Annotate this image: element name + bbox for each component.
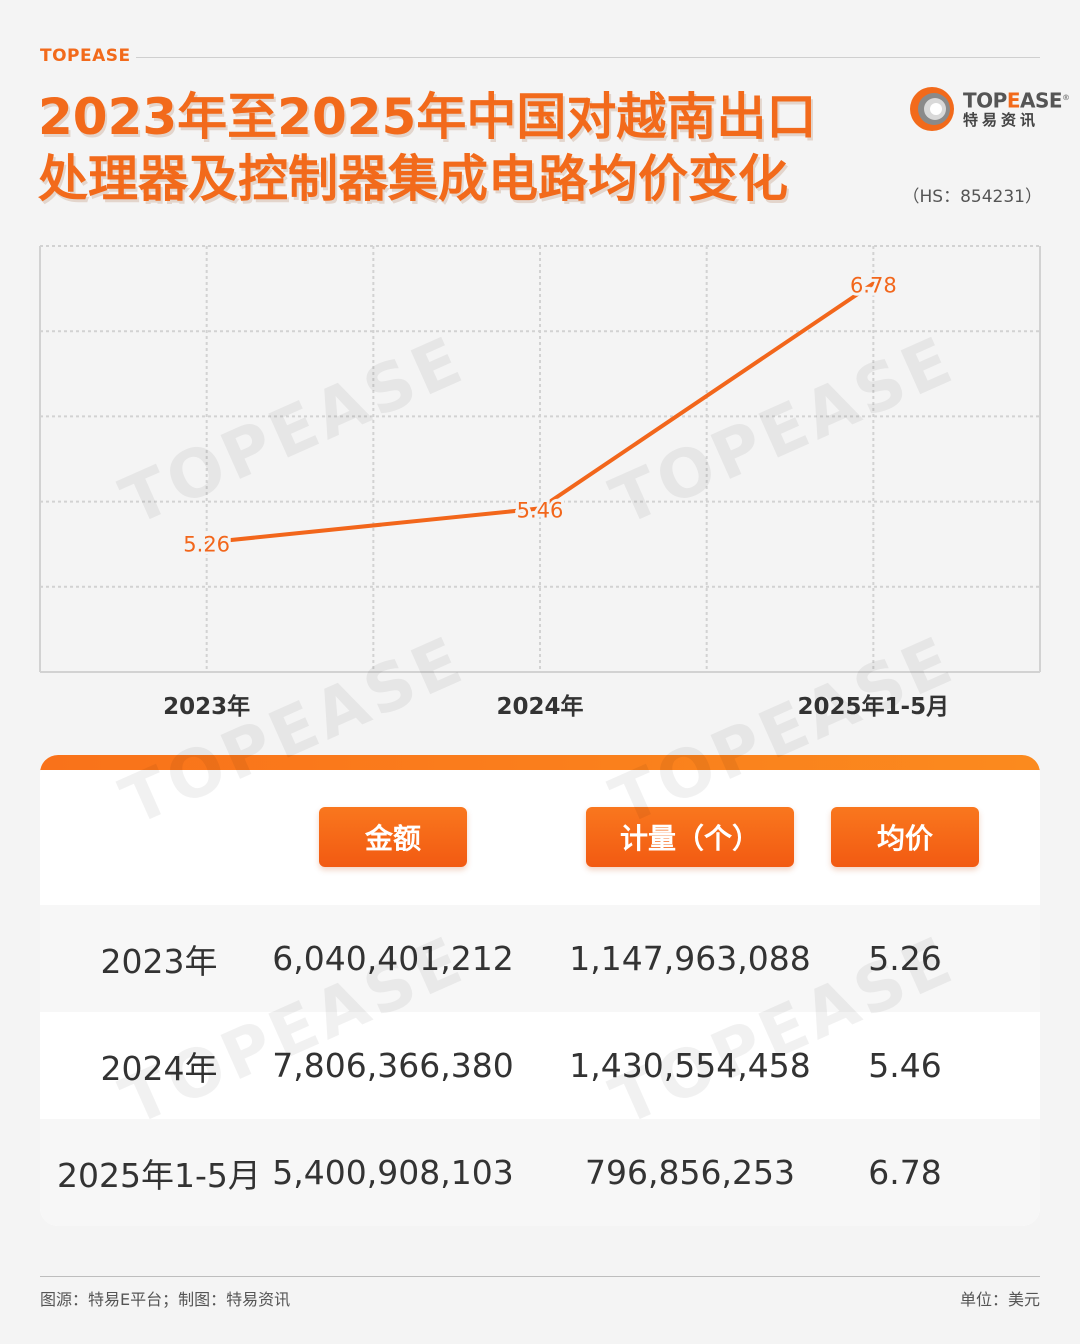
top-divider	[136, 57, 1040, 58]
row-avg-price: 5.46	[868, 1046, 942, 1085]
data-label: 5.46	[517, 498, 564, 522]
logo-chinese-name: 特易资讯	[963, 111, 1040, 130]
topease-logo-icon	[910, 87, 954, 131]
row-amount: 6,040,401,212	[272, 939, 514, 978]
row-amount: 7,806,366,380	[272, 1046, 514, 1085]
table-row: 2023年 6,040,401,212 1,147,963,088 5.26	[40, 905, 1040, 1012]
title-line-2: 处理器及控制器集成电路均价变化	[38, 150, 788, 208]
logo-wordmark: TOPEASE®	[963, 88, 1070, 113]
row-avg-price: 6.78	[868, 1153, 942, 1192]
x-tick-label: 2023年	[163, 693, 250, 720]
row-amount: 5,400,908,103	[272, 1153, 514, 1192]
data-label: 6.78	[850, 273, 897, 297]
x-tick-label: 2024年	[496, 693, 583, 720]
row-period: 2023年	[100, 941, 218, 981]
row-quantity: 1,147,963,088	[569, 939, 811, 978]
source-note: 图源：特易E平台；制图：特易资讯	[40, 1290, 291, 1309]
data-label: 5.26	[183, 532, 230, 556]
x-tick-label: 2025年1-5月	[798, 693, 950, 720]
series-line	[204, 281, 876, 545]
data-table: 金额 计量（个） 均价 2023年 6,040,401,212 1,147,96…	[40, 755, 1040, 1226]
row-quantity: 796,856,253	[585, 1153, 795, 1192]
header-quantity: 计量（个）	[586, 807, 794, 867]
unit-note: 单位：美元	[959, 1290, 1040, 1309]
hs-code: （HS：854231）	[902, 187, 1042, 207]
row-avg-price: 5.26	[868, 939, 942, 978]
title-line-1: 2023年至2025年中国对越南出口	[38, 88, 817, 146]
row-period: 2025年1-5月	[57, 1155, 261, 1195]
table-row: 2024年 7,806,366,380 1,430,554,458 5.46	[40, 1012, 1040, 1119]
line-chart: 5.26 5.46 6.78 2023年 2024年 2025年1-5月	[39, 245, 1041, 720]
page-title: 2023年至2025年中国对越南出口 处理器及控制器集成电路均价变化	[38, 86, 816, 210]
row-period: 2024年	[100, 1048, 218, 1088]
topease-logo: TOPEASE® 特易资讯	[907, 84, 1070, 134]
row-quantity: 1,430,554,458	[569, 1046, 811, 1085]
table-row: 2025年1-5月 5,400,908,103 796,856,253 6.78	[40, 1119, 1040, 1226]
bottom-divider	[40, 1276, 1040, 1277]
header-amount: 金额	[319, 807, 467, 867]
table-top-bar	[40, 755, 1040, 770]
brand-label: TOPEASE	[40, 46, 131, 66]
header-avg-price: 均价	[831, 807, 979, 867]
